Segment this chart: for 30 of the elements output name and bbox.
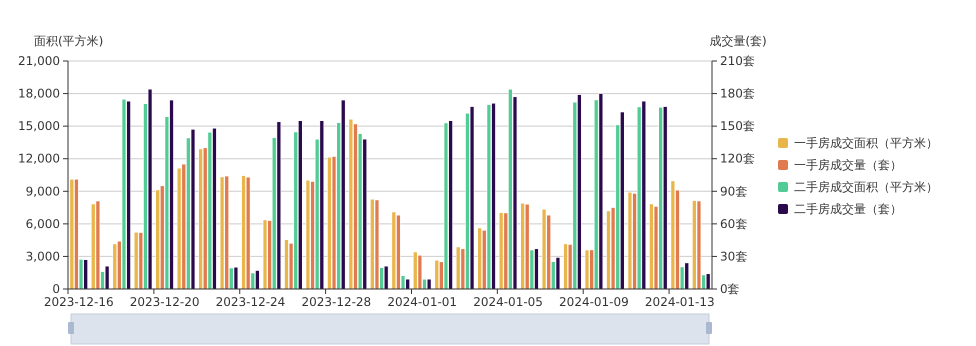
y-axis-title: 面积(平方米) (34, 34, 104, 48)
y2-tick-label: 120套 (720, 152, 755, 166)
y-tick-label: 0 (52, 282, 60, 296)
y-tick-label: 3,000 (26, 249, 60, 264)
y-tick-label: 9,000 (26, 184, 60, 198)
y2-tick-label: 180套 (720, 86, 755, 101)
legend-label: 二手房成交面积（平方米） (794, 180, 938, 194)
x-tick-label: 2024-01-01 (387, 295, 458, 309)
y-tick-label: 21,000 (18, 54, 60, 68)
x-tick-label: 2024-01-05 (473, 295, 543, 309)
legend-label: 一手房成交量（套） (794, 158, 902, 172)
y2-tick-label: 150套 (720, 119, 755, 134)
y2-tick-label: 210套 (720, 54, 755, 68)
y-tick-label: 18,000 (18, 86, 60, 101)
x-tick-label: 2024-01-09 (559, 295, 629, 309)
y-tick-label: 6,000 (26, 216, 60, 231)
x-tick-label: 2023-12-16 (44, 295, 114, 309)
legend-label: 二手房成交量（套） (794, 202, 902, 216)
y-tick-label: 15,000 (18, 119, 60, 134)
y2-tick-label: 90套 (720, 184, 748, 198)
y2-tick-label: 0套 (720, 282, 740, 296)
legend-label: 一手房成交面积（平方米） (794, 136, 938, 150)
y2-axis-title: 成交量(套) (709, 34, 767, 48)
y2-tick-label: 60套 (720, 216, 748, 231)
y2-tick-label: 30套 (720, 249, 748, 264)
x-tick-label: 2023-12-24 (216, 295, 286, 309)
x-tick-label: 2024-01-13 (644, 295, 715, 309)
y-tick-label: 12,000 (18, 152, 60, 166)
x-tick-label: 2023-12-28 (301, 295, 372, 309)
x-tick-label: 2023-12-20 (130, 295, 200, 309)
